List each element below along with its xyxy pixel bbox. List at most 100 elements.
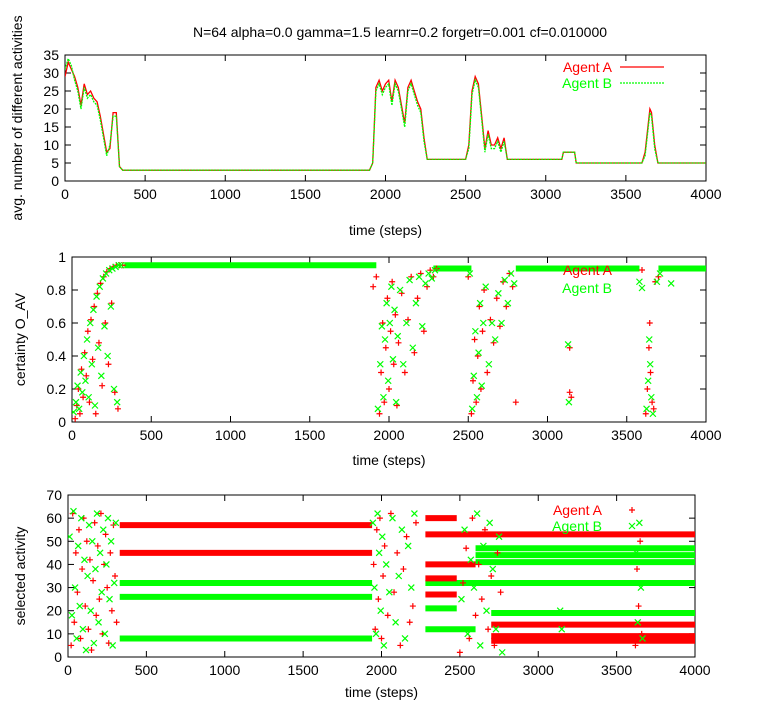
point-agent-b [380,393,387,401]
point-agent-b [476,299,484,307]
panel-activity-count: 0 500 1000 1500 2000 2500 3000 3500 400005101520… [9,15,722,238]
point-agent-b [82,377,89,385]
point-agent-b [96,283,104,291]
point-agent-a [380,573,387,579]
point-agent-b [74,542,82,550]
point-agent-b [656,270,664,277]
point-agent-a [381,399,388,406]
point-agent-b [81,556,88,564]
x-axis-label: time (steps) [352,452,425,468]
point-agent-a [378,369,385,376]
point-agent-a [473,399,480,406]
point-agent-a [460,579,467,586]
point-agent-a [77,635,84,642]
point-agent-b [398,526,406,534]
point-agent-b [85,393,93,401]
point-agent-b [380,642,388,649]
y-tick-label: 20 [46,603,62,619]
point-agent-b [489,565,497,573]
point-agent-a [635,603,642,610]
point-agent-b [649,410,657,418]
point-agent-b [375,549,383,557]
y-tick-label: 0.8 [47,282,67,298]
point-agent-b [386,319,394,327]
point-agent-b [93,510,101,517]
x-tick-label: 2500 [444,662,475,678]
point-agent-b [488,319,496,327]
point-agent-a [412,519,419,526]
panel-certainty: 0 500 1000 1500 2000 2500 3000 3500 4000 0 0.2 0.4 0… [12,249,722,468]
point-agent-b [90,639,98,647]
x-tick-label: 500 [140,427,164,443]
x-tick-label: 1500 [288,662,319,678]
y-tick-label: 70 [46,487,62,503]
point-agent-b [470,584,478,591]
point-agent-b [391,306,398,314]
point-agent-a [479,328,486,335]
y-axis-label: certainty O_AV [12,292,28,386]
point-agent-b [84,572,92,580]
x-tick-label: 2000 [366,662,397,678]
point-agent-a [112,573,119,579]
point-agent-b [83,336,91,343]
point-agent-b [389,514,396,522]
point-agent-b [86,319,94,327]
y-tick-label: 30 [43,65,59,81]
point-agent-a [389,278,396,285]
point-agent-a [373,526,380,533]
point-agent-b [428,275,436,282]
legend-label: Agent A [563,262,613,278]
point-agent-a [375,596,382,603]
y-tick-label: 0 [54,649,62,665]
y-tick-label: 30 [46,580,62,596]
point-agent-a [485,626,492,633]
x-tick-label: 1000 [215,427,246,443]
point-agent-a [394,549,401,556]
x-tick-label: 0 [61,186,69,202]
point-agent-b [407,584,415,591]
point-agent-b [392,398,400,406]
figure-title: N=64 alpha=0.0 gamma=1.5 learnr=0.2 forg… [193,24,607,40]
x-axis-label: time (steps) [349,222,422,238]
point-agent-b [635,519,643,527]
y-tick-label: 60 [46,510,62,526]
point-agent-a [644,386,651,392]
y-tick-label: 0 [51,173,59,189]
point-agent-b [491,336,499,343]
point-agent-b [406,276,414,284]
point-agent-b [381,336,389,343]
point-agent-a [392,311,399,318]
point-agent-a [481,526,488,533]
point-agent-b [77,369,85,376]
point-agent-a [107,549,114,556]
point-agent-a [642,410,649,417]
point-agent-b [479,542,487,550]
point-agent-b [110,579,118,587]
point-agent-a [83,538,90,545]
point-agent-b [399,360,407,368]
point-agent-b [556,607,564,615]
point-agent-a [650,405,657,412]
point-agent-a [370,283,377,290]
point-agent-b [99,275,107,282]
point-agent-b [466,270,474,277]
point-agent-b [418,322,426,330]
point-agent-b [482,283,490,291]
point-agent-b [376,360,384,368]
point-agent-a [378,635,385,642]
point-agent-b [372,630,380,638]
point-agent-b [507,270,515,277]
x-tick-label: 0 [68,427,76,443]
point-agent-b [107,303,115,310]
point-agent-a [72,549,79,556]
point-agent-b [637,584,645,591]
x-axis-label: time (steps) [345,684,418,700]
legend-marker [629,507,635,513]
point-agent-b [646,360,654,368]
point-agent-b [639,635,646,642]
point-agent-b [102,561,110,568]
legend-label: Agent A [553,502,603,518]
point-agent-a [376,410,383,417]
point-agent-a [647,369,654,376]
point-agent-a [108,607,115,614]
